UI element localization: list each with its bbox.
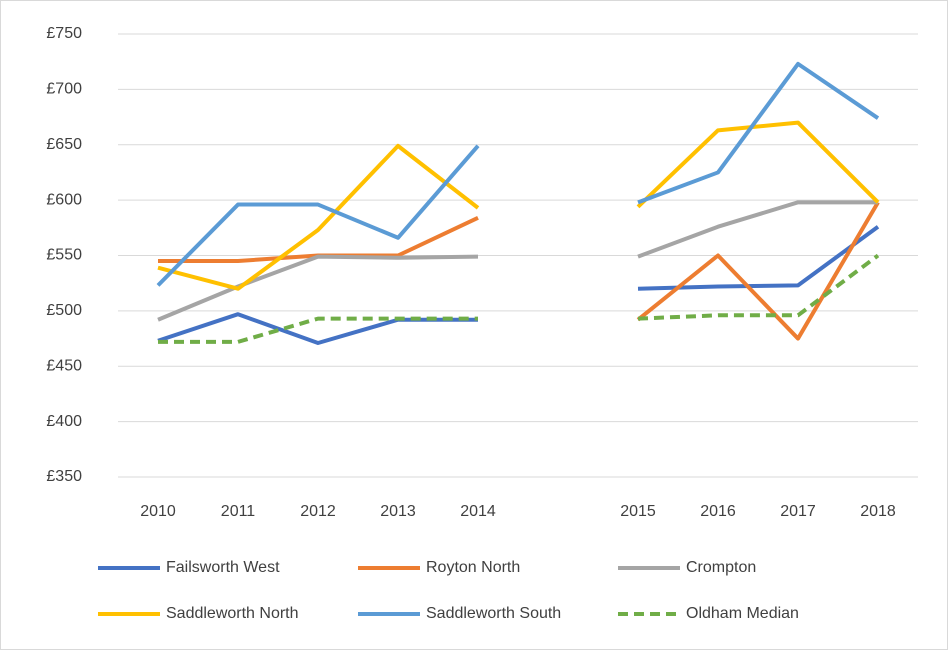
y-tick-label: £650 [46, 136, 82, 153]
x-tick-label: 2017 [780, 503, 816, 520]
x-tick-label: 2014 [460, 503, 496, 520]
x-tick-label: 2018 [860, 503, 896, 520]
x-tick-label: 2010 [140, 503, 176, 520]
legend-label: Failsworth West [166, 559, 280, 576]
series-line [158, 253, 880, 344]
y-tick-label: £700 [46, 81, 82, 98]
x-tick-label: 2012 [300, 503, 336, 520]
y-tick-label: £750 [46, 25, 82, 42]
legend-label: Saddleworth South [426, 605, 561, 622]
y-tick-label: £500 [46, 302, 82, 319]
series-line [156, 61, 880, 287]
series-line [157, 200, 878, 322]
x-tick-label: 2016 [700, 503, 736, 520]
x-tick-label: 2013 [380, 503, 416, 520]
y-tick-label: £600 [46, 191, 82, 208]
y-tick-label: £550 [46, 247, 82, 264]
legend-label: Crompton [686, 559, 756, 576]
legend-label: Saddleworth North [166, 605, 299, 622]
legend-label: Oldham Median [686, 605, 799, 622]
y-tick-label: £450 [46, 357, 82, 374]
series-line [157, 120, 880, 291]
y-tick-label: £400 [46, 413, 82, 430]
x-tick-label: 2011 [221, 503, 256, 520]
legend-label: Royton North [426, 559, 520, 576]
x-tick-label: 2015 [620, 503, 656, 520]
y-tick-label: £350 [46, 468, 82, 485]
